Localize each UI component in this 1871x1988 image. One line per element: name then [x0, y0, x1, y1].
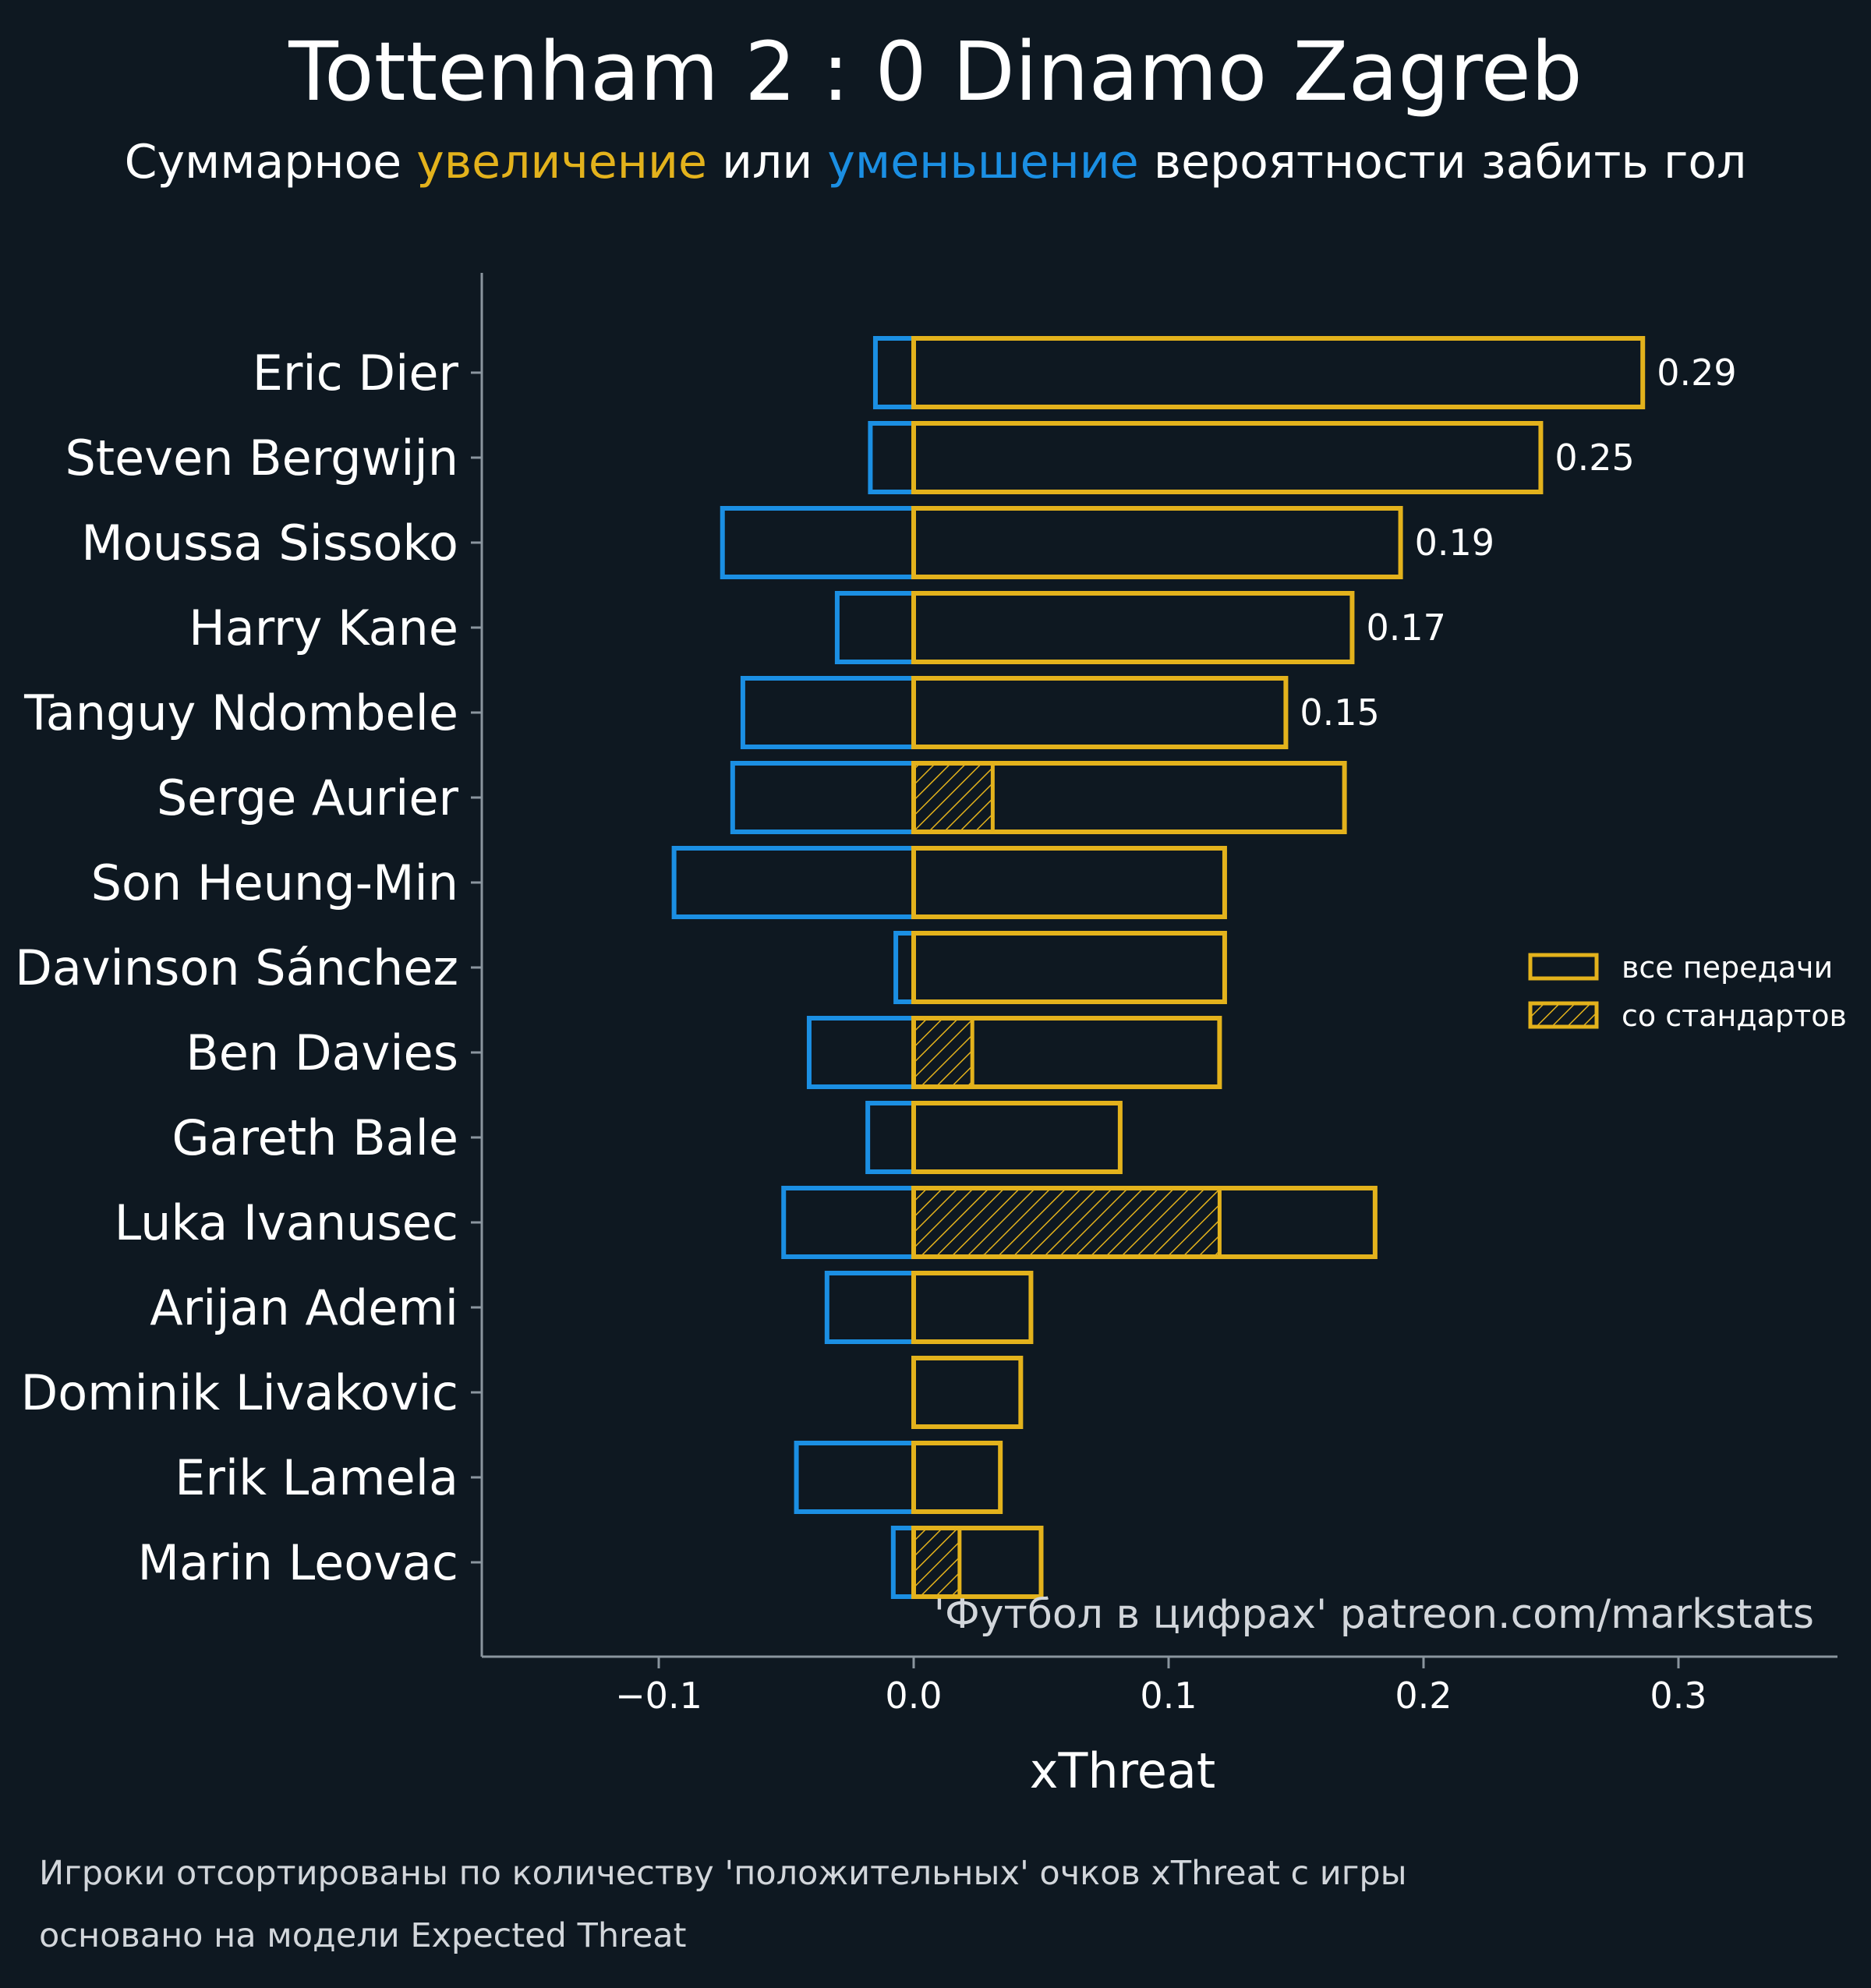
subtitle-part3: вероятности забить гол	[1139, 135, 1747, 189]
bar-positive	[911, 1101, 1123, 1174]
bar-setpiece	[911, 1016, 974, 1089]
y-labels-group: Eric Dier Steven Bergwijn Moussa Sissoko Ha…	[15, 345, 482, 1591]
bar-negative	[720, 506, 916, 579]
legend-label-set-pieces: со стандартов	[1622, 999, 1847, 1033]
bar-negative	[824, 1271, 916, 1344]
y-tick-label: Harry Kane	[189, 600, 458, 656]
x-tick-label: 0.1	[1140, 1675, 1197, 1717]
bar-positive	[911, 676, 1289, 749]
y-tick-label: Tanguy Ndombele	[23, 684, 458, 741]
bar-positive	[911, 421, 1544, 494]
y-tick-label: Gareth Bale	[172, 1109, 458, 1166]
bar-positive	[911, 1016, 1222, 1089]
bar-positive	[911, 336, 1646, 409]
subtitle-increase: увеличение	[416, 135, 707, 189]
bar-positive	[911, 846, 1227, 919]
legend-swatch-set-pieces	[1528, 1001, 1599, 1029]
bar-negative	[890, 1526, 916, 1599]
x-axis-label: xThreat	[1030, 1742, 1215, 1799]
bar-positive	[911, 506, 1403, 579]
bar-negative	[794, 1441, 917, 1514]
y-tick-label: Erik Lamela	[175, 1449, 458, 1506]
y-tick-label: Moussa Sissoko	[81, 515, 458, 571]
bar-negative	[671, 846, 916, 919]
data-label: 0.25	[1554, 437, 1634, 479]
bar-positive	[911, 591, 1355, 664]
subtitle-part2: или	[707, 135, 827, 189]
y-tick-label: Steven Bergwijn	[65, 430, 458, 486]
bar-negative	[872, 336, 916, 409]
bar-negative	[806, 1016, 917, 1089]
data-label: 0.17	[1366, 607, 1445, 649]
bar-negative	[730, 761, 917, 834]
footnote-line-2: основано на модели Expected Threat	[39, 1916, 687, 1955]
y-tick-label: Davinson Sánchez	[15, 939, 458, 996]
bar-positive	[911, 931, 1227, 1004]
bar-negative	[781, 1186, 916, 1259]
y-tick-label: Eric Dier	[253, 345, 459, 401]
y-tick-label: Arijan Ademi	[150, 1279, 458, 1336]
bar-setpiece	[911, 1186, 1222, 1259]
y-tick-label: Marin Leovac	[137, 1534, 458, 1591]
bar-negative	[868, 421, 917, 494]
chart-title: Tottenham 2 : 0 Dinamo Zagreb	[288, 24, 1583, 119]
bar-positive	[911, 1441, 1003, 1514]
footnote-line-1: Игроки отсортированы по количеству 'поло…	[39, 1854, 1407, 1893]
x-tick-label: 0.3	[1650, 1675, 1707, 1717]
subtitle-decrease: уменьшение	[827, 135, 1138, 189]
y-tick-label: Dominik Livakovic	[20, 1364, 458, 1421]
y-tick-label: Luka Ivanusec	[115, 1194, 458, 1251]
bars-group	[671, 336, 1646, 1599]
bar-negative	[865, 1101, 917, 1174]
y-tick-label: Serge Aurier	[157, 769, 459, 826]
watermark: 'Футбол в цифрах' patreon.com/markstats	[934, 1591, 1814, 1638]
y-tick-label: Ben Davies	[186, 1024, 458, 1081]
legend-swatch-all-passes	[1528, 953, 1599, 981]
bar-positive	[911, 1526, 1044, 1599]
bar-negative	[893, 931, 916, 1004]
bar-positive	[911, 761, 1347, 834]
data-label: 0.19	[1415, 522, 1494, 564]
bar-setpiece	[911, 1526, 962, 1599]
chart-subtitle: Суммарное увеличение или уменьшение веро…	[125, 135, 1747, 189]
bar-setpiece	[911, 761, 995, 834]
x-tick-label: 0.0	[885, 1675, 942, 1717]
data-label: 0.15	[1300, 692, 1379, 734]
value-labels-group: 0.29 0.25 0.19 0.17 0.15	[1300, 352, 1736, 734]
bar-positive	[911, 1186, 1378, 1259]
y-tick-label: Son Heung-Min	[91, 854, 458, 911]
x-ticks-group: −0.1 0.0 0.1 0.2 0.3	[615, 1657, 1707, 1717]
subtitle-part1: Суммарное	[125, 135, 417, 189]
bar-negative	[740, 676, 916, 749]
bar-positive	[911, 1271, 1034, 1344]
bar-positive	[911, 1356, 1024, 1429]
x-tick-label: −0.1	[615, 1675, 702, 1717]
legend: все передачи со стандартов	[1528, 950, 1847, 1033]
bar-negative	[834, 591, 917, 664]
legend-label-all-passes: все передачи	[1622, 950, 1833, 985]
data-label: 0.29	[1657, 352, 1736, 394]
x-tick-label: 0.2	[1395, 1675, 1452, 1717]
